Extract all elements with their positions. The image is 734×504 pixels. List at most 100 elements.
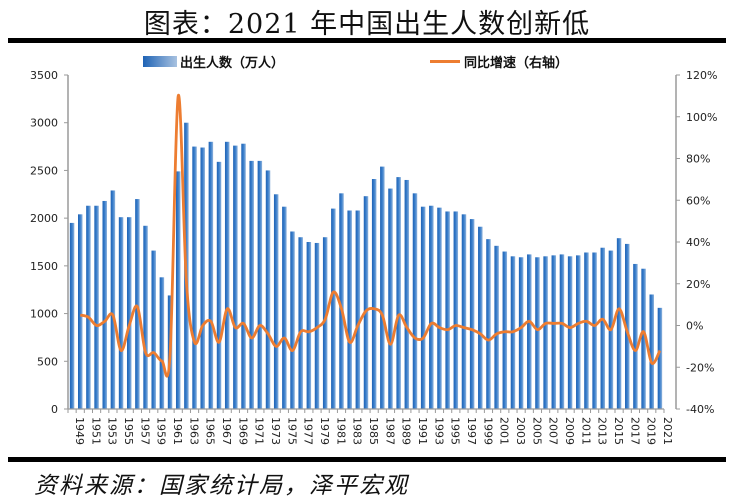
line-series	[79, 94, 662, 378]
bar-1969	[233, 145, 238, 410]
bar-series	[69, 122, 663, 410]
bar-1991	[412, 193, 418, 409]
x-tick-label: 1949	[73, 417, 86, 445]
x-tick-label: 1987	[383, 417, 396, 445]
bar-1987	[380, 166, 385, 409]
bar-1949	[69, 222, 75, 409]
bar-2013	[592, 252, 597, 409]
bar-1984	[355, 210, 361, 409]
bar-swatch-icon	[143, 56, 177, 67]
x-tick-label: 2021	[661, 417, 674, 445]
bar-1973	[265, 170, 271, 409]
bar-1982	[339, 193, 344, 409]
bar-1978	[306, 242, 312, 409]
bar-2020	[649, 294, 654, 409]
bar-2019	[641, 268, 646, 409]
left-axis: 0 500 1000 1500 2000 2500 3000 3500	[30, 69, 69, 416]
bar-1995	[445, 211, 450, 409]
x-tick-label: 2017	[628, 417, 641, 445]
x-tick-label: 1983	[351, 417, 364, 445]
bar-1965	[200, 147, 205, 410]
x-tick-label: 1975	[285, 417, 298, 445]
bar-2000	[486, 239, 491, 409]
right-tick-label: 20%	[686, 278, 710, 291]
x-tick-label: 1995	[449, 417, 462, 445]
x-tick-label: 1977	[302, 417, 315, 445]
bar-1955	[118, 217, 124, 409]
bar-2011	[576, 255, 581, 409]
x-tick-label: 1959	[155, 417, 168, 445]
x-tick-label: 1981	[334, 417, 347, 445]
bar-1972	[257, 160, 263, 409]
x-tick-label: 1969	[236, 417, 249, 445]
bar-1989	[396, 177, 401, 409]
bar-1993	[429, 205, 434, 409]
right-tick-label: 80%	[686, 153, 710, 166]
left-tick-label: 500	[37, 355, 58, 368]
bar-1986	[371, 179, 377, 409]
bar-1957	[135, 199, 140, 409]
bar-1980	[322, 237, 328, 409]
bar-2010	[567, 256, 573, 409]
bar-1962	[175, 171, 181, 409]
bar-1976	[290, 231, 295, 409]
legend-label-growth: 同比增速（右轴）	[464, 55, 568, 71]
bar-1999	[478, 226, 483, 409]
chart-title: 图表：2021 年中国出生人数创新低	[143, 9, 591, 40]
bar-2002	[502, 251, 508, 409]
x-tick-label: 1965	[204, 417, 217, 445]
title-divider	[8, 38, 726, 43]
x-tick-label: 2007	[547, 417, 560, 445]
right-tick-label: 60%	[686, 194, 710, 207]
bar-1974	[273, 194, 279, 409]
bar-1953	[102, 200, 107, 409]
left-tick-label: 3000	[30, 117, 58, 130]
left-tick-label: 1000	[30, 308, 58, 321]
bar-1998	[469, 219, 475, 409]
bar-1967	[216, 161, 222, 409]
bar-1951	[86, 205, 91, 409]
bar-1966	[208, 141, 214, 410]
bar-1975	[282, 206, 287, 409]
birth-chart: 0 500 1000 1500 2000 2500 3000 3500 -40% -20% 0% 2…	[30, 55, 717, 445]
bar-2004	[518, 257, 524, 409]
bar-2006	[535, 257, 540, 409]
bar-1996	[453, 211, 459, 409]
bar-1952	[94, 205, 99, 409]
x-tick-label: 1957	[138, 417, 151, 445]
bar-2009	[559, 254, 565, 409]
x-tick-label: 1989	[400, 417, 413, 445]
x-tick-label: 2013	[596, 417, 609, 445]
right-tick-label: 100%	[686, 111, 717, 124]
right-tick-label: 40%	[686, 236, 710, 249]
bar-2018	[633, 263, 638, 409]
x-tick-label: 1961	[171, 417, 184, 445]
bar-2021	[657, 307, 663, 409]
bar-1960	[159, 277, 165, 409]
x-tick-label: 2011	[579, 417, 592, 445]
bar-2017	[625, 243, 630, 409]
right-tick-label: -20%	[686, 361, 714, 374]
x-tick-label: 1993	[432, 417, 445, 445]
source-note: 资料来源：国家统计局，泽平宏观	[34, 473, 409, 499]
x-axis: 1949 1951 1953 1955 1957 1959 1961 1963 1965 1967…	[67, 408, 674, 445]
legend-item-births: 出生人数（万人）	[143, 55, 284, 71]
footer-divider	[8, 457, 726, 462]
x-tick-label: 1967	[220, 417, 233, 445]
bar-1950	[78, 214, 83, 409]
bar-1956	[126, 217, 132, 409]
bar-1994	[437, 207, 442, 409]
bar-1988	[388, 188, 393, 409]
x-tick-label: 1951	[89, 417, 102, 445]
x-tick-label: 2019	[645, 417, 658, 445]
x-tick-label: 2015	[612, 417, 625, 445]
bar-1983	[347, 210, 352, 409]
bar-1968	[224, 141, 230, 410]
bar-2014	[600, 247, 606, 409]
bar-1981	[331, 208, 336, 409]
x-tick-label: 1997	[465, 417, 478, 445]
bar-1977	[298, 237, 303, 409]
right-tick-label: 0%	[686, 320, 703, 333]
bar-2005	[527, 254, 532, 409]
growth-line	[79, 94, 662, 378]
